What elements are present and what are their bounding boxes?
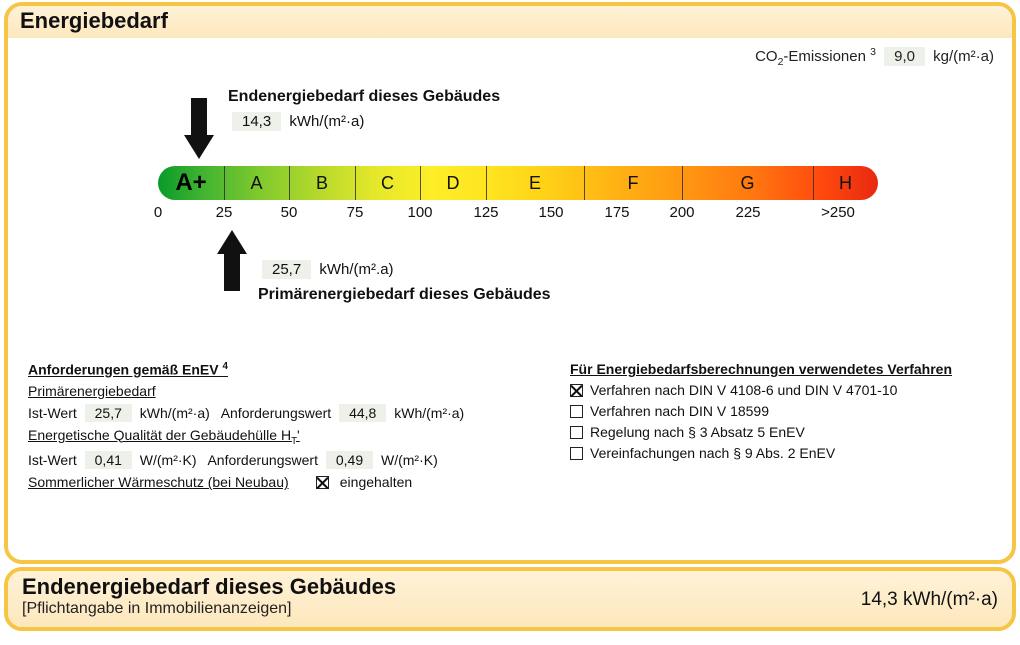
energy-scale: 0255075100125150175200225>250 (158, 204, 878, 224)
rating-b: B (289, 166, 355, 200)
procedure-item: Vereinfachungen nach § 9 Abs. 2 EnEV (570, 445, 1000, 461)
rating-e: E (486, 166, 584, 200)
rating-d: D (420, 166, 486, 200)
summary-subtitle: [Pflichtangabe in Immobilienanzeigen] (22, 600, 998, 618)
rating-a: A (224, 166, 289, 200)
co2-readout: CO2-Emissionen 3 9,0 kg/(m²·a) (755, 46, 994, 68)
summary-panel: Endenergiebedarf dieses Gebäudes [Pflich… (4, 567, 1016, 631)
checkbox-icon (570, 426, 583, 439)
energy-panel: Energiebedarf CO2-Emissionen 3 9,0 kg/(m… (4, 2, 1016, 564)
proc-heading: Für Energiebedarfsberechnungen verwendet… (570, 361, 1000, 377)
summary-value: 14,3 kWh/(m²·a) (861, 589, 998, 611)
req-heading: Anforderungen gemäß EnEV 4 (28, 361, 548, 378)
arrow-up-icon (224, 254, 240, 291)
co2-value: 9,0 (884, 47, 925, 66)
rating-h: H (813, 166, 878, 200)
procedure-item: Verfahren nach DIN V 4108-6 und DIN V 47… (570, 382, 1000, 398)
energy-rating-bar: A+ ABCDEFGH 0255075100125150175200225>25… (158, 166, 878, 224)
panel-title: Energiebedarf (8, 6, 1012, 38)
rating-a-plus: A+ (158, 166, 224, 200)
checkbox-icon (570, 447, 583, 460)
checkbox-icon (570, 384, 583, 397)
rating-f: F (584, 166, 682, 200)
arrow-down-icon (191, 98, 207, 135)
procedure-item: Regelung nach § 3 Absatz 5 EnEV (570, 424, 1000, 440)
rating-c: C (355, 166, 420, 200)
summary-title: Endenergiebedarf dieses Gebäudes (22, 574, 998, 600)
checkbox-icon (316, 476, 329, 489)
rating-g: G (682, 166, 813, 200)
procedure-item: Verfahren nach DIN V 18599 (570, 403, 1000, 419)
checkbox-icon (570, 405, 583, 418)
